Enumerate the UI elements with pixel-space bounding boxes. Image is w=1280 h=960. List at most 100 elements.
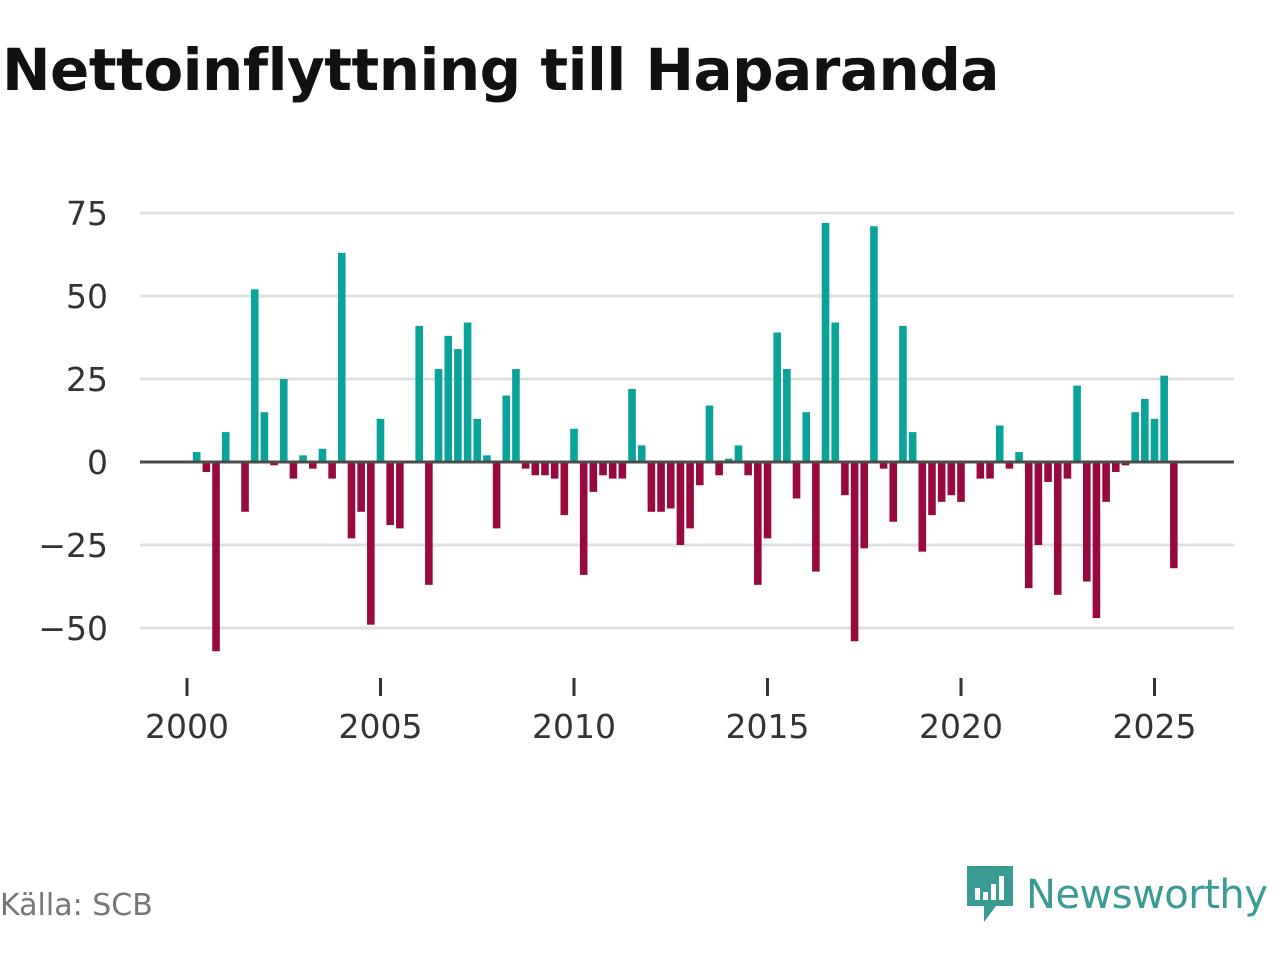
bar-positive — [376, 418, 385, 462]
bar-positive — [454, 349, 462, 462]
bar-negative — [1053, 462, 1062, 595]
newsworthy-logo-icon — [967, 866, 1013, 922]
bar-positive — [908, 432, 917, 462]
bar-positive — [870, 226, 878, 462]
chart-title: Nettoinflyttning till Haparanda — [2, 36, 999, 104]
bar-negative — [241, 462, 249, 512]
bar-negative — [1024, 462, 1033, 589]
bar-negative — [1102, 462, 1110, 502]
bar-positive — [1141, 398, 1149, 462]
bar-positive — [279, 379, 288, 462]
bar-positive — [338, 252, 346, 462]
bar-positive — [415, 325, 423, 462]
bar-positive — [250, 289, 259, 462]
bar-positive — [734, 445, 743, 462]
bar-positive — [502, 395, 511, 462]
bar-positive — [637, 445, 646, 462]
bar-positive — [831, 322, 840, 462]
bar-negative — [560, 462, 569, 516]
bar-positive — [318, 448, 327, 462]
bar-negative — [763, 462, 772, 539]
bar-negative — [715, 462, 723, 476]
bar-negative — [521, 462, 530, 469]
bar-positive — [821, 222, 830, 462]
bar-negative — [937, 462, 946, 502]
y-tick-label: 50 — [66, 277, 108, 316]
bar-negative — [879, 462, 888, 469]
bar-positive — [299, 455, 307, 462]
bar-positive — [1160, 375, 1168, 462]
bar-positive — [995, 425, 1004, 462]
bar-positive — [434, 369, 443, 462]
bar-negative — [396, 462, 404, 529]
bar-positive — [473, 418, 482, 462]
bar-negative — [550, 462, 559, 479]
bar-negative — [425, 462, 433, 585]
bar-positive — [1073, 385, 1081, 462]
bar-negative — [1092, 462, 1101, 619]
bar-negative — [744, 462, 752, 476]
x-tick-label: 2010 — [532, 707, 616, 746]
bar-positive — [628, 388, 636, 462]
bar-negative — [976, 462, 985, 479]
grid-lines — [140, 211, 1234, 630]
bar-negative — [386, 462, 394, 526]
axes: −50 −25 0 25 50 75 2000 2005 2010 2015 2020 2025 — [38, 194, 1234, 746]
bar-negative — [666, 462, 675, 509]
bar-negative — [202, 462, 211, 472]
y-tick-label: 0 — [87, 443, 108, 482]
x-tick-label: 2015 — [726, 707, 810, 746]
bar-positive — [1150, 418, 1159, 462]
bar-negative — [1005, 462, 1014, 469]
bar-negative — [599, 462, 607, 476]
bar-negative — [270, 462, 278, 466]
brand-logo[interactable]: Newsworthy — [964, 864, 1268, 926]
bar-negative — [686, 462, 694, 529]
bar-positive — [570, 428, 578, 462]
bar-negative — [328, 462, 336, 479]
bar-negative — [812, 462, 820, 572]
brand-name: Newsworthy — [1026, 872, 1268, 918]
bar-negative — [918, 462, 927, 552]
x-tick-label: 2005 — [339, 707, 423, 746]
bar-negative — [1112, 462, 1120, 472]
x-tick-label: 2020 — [919, 707, 1003, 746]
bar-negative — [986, 462, 994, 479]
bar-negative — [531, 462, 540, 476]
bar-negative — [1063, 462, 1072, 479]
bar-positive — [444, 335, 453, 462]
bar-positive — [802, 412, 810, 462]
bar-negative — [308, 462, 317, 469]
bar-negative — [695, 462, 704, 486]
bar-negative — [212, 462, 220, 652]
y-tick-label: 25 — [66, 360, 108, 399]
bar-positive — [260, 412, 269, 462]
bar-negative — [957, 462, 965, 502]
bar-positive — [483, 455, 491, 462]
bar-negative — [850, 462, 859, 642]
bar-negative — [841, 462, 849, 496]
bar-negative — [947, 462, 956, 496]
bar-negative — [889, 462, 898, 522]
bar-negative — [589, 462, 598, 492]
bar-negative — [928, 462, 936, 516]
bar-negative — [676, 462, 685, 545]
bar-negative — [1121, 462, 1130, 466]
bar-positive — [899, 325, 907, 462]
bar-positive — [463, 322, 472, 462]
bar-negative — [579, 462, 588, 575]
bar-negative — [541, 462, 549, 476]
bar-positive — [512, 369, 520, 462]
bar-negative — [347, 462, 356, 539]
bar-negative — [1044, 462, 1052, 482]
bar-negative — [367, 462, 375, 625]
bar-positive — [773, 332, 781, 462]
bar-negative — [647, 462, 656, 512]
bar-positive — [725, 458, 733, 462]
bar-positive — [192, 452, 201, 462]
bars — [192, 222, 1178, 652]
bar-negative — [1082, 462, 1091, 582]
x-tick-label: 2000 — [145, 707, 229, 746]
x-tick-label: 2025 — [1113, 707, 1197, 746]
bar-negative — [289, 462, 298, 479]
